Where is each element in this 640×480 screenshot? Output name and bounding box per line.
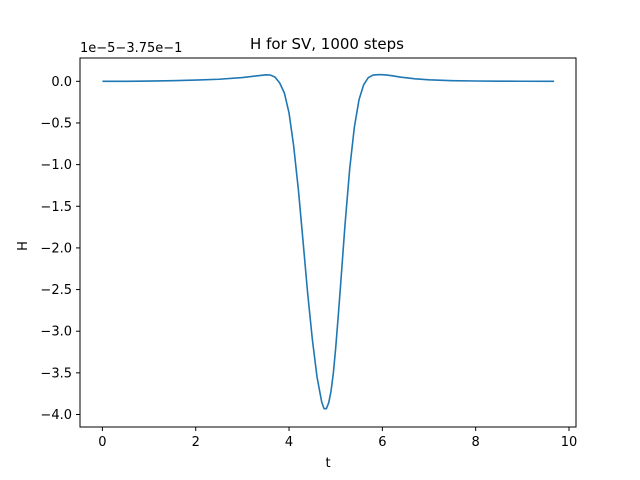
plot-layer [102, 73, 555, 410]
axis-offset-text: 1e−5−3.75e−1 [80, 41, 182, 56]
plot-frame [79, 57, 577, 428]
x-tick-label: 0 [98, 435, 106, 450]
chart-title: H for SV, 1000 steps [250, 35, 404, 53]
x-axis-title: t [325, 456, 330, 471]
x-tick-label: 8 [472, 435, 480, 450]
y-axis-title: H [16, 241, 31, 251]
y-tick-label: −1.5 [40, 200, 72, 215]
y-tick-label: −1.0 [40, 158, 72, 173]
x-tick-label: 2 [192, 435, 200, 450]
y-tick-label: −2.5 [40, 283, 72, 298]
y-tick-label: −3.5 [40, 366, 72, 381]
y-tick-label: −2.0 [40, 241, 72, 256]
y-tick-label: −3.0 [40, 325, 72, 340]
ticks-layer: 0 2 4 6 8 10 0.0 −0.5 −1.0 −1.5 −2.0 −2.5 −3.0 −3.5 −4… [40, 75, 577, 450]
y-tick-label: −4.0 [40, 408, 72, 423]
series-line-0 [102, 73, 555, 410]
x-tick-label: 10 [561, 435, 578, 450]
x-tick-label: 4 [285, 435, 293, 450]
y-tick-label: −0.5 [40, 116, 72, 131]
y-tick-label: 0.0 [51, 75, 72, 90]
x-tick-label: 6 [378, 435, 386, 450]
